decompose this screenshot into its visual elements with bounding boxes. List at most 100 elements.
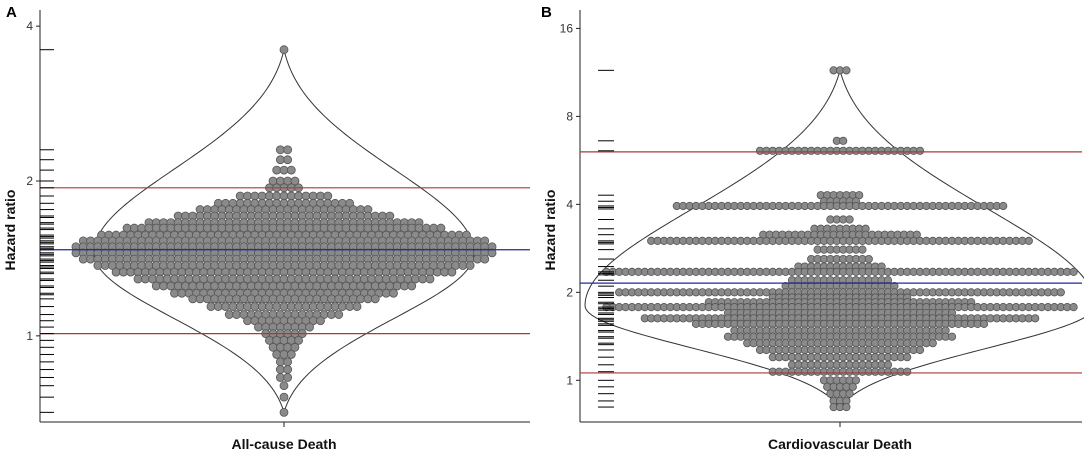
study-dot (188, 294, 198, 304)
study-dot (297, 294, 307, 304)
study-dot (261, 281, 271, 291)
panel-a-y-axis-title: Hazard ratio (2, 190, 18, 271)
study-dot (845, 215, 854, 224)
study-dot (842, 402, 851, 412)
study-dot (235, 302, 245, 311)
study-dot (166, 281, 176, 291)
study-dot (243, 316, 252, 326)
study-dot (283, 357, 293, 367)
study-dot (301, 302, 311, 311)
study-dot (224, 281, 234, 291)
study-dot (979, 319, 989, 328)
study-dot (1031, 314, 1040, 323)
study-dot (210, 281, 220, 291)
study-dot (341, 294, 351, 304)
study-dot (202, 281, 212, 291)
study-dot (235, 191, 245, 201)
study-dot (140, 274, 150, 284)
study-dot (279, 350, 289, 359)
study-dot (268, 342, 278, 352)
study-dot (334, 294, 344, 304)
study-dot (418, 274, 428, 284)
study-dot (327, 310, 336, 319)
study-dot (268, 294, 278, 304)
study-dot (86, 254, 95, 264)
study-dot (915, 146, 925, 155)
study-dot (78, 254, 88, 264)
study-dot (272, 302, 282, 311)
study-dot (119, 267, 128, 277)
study-dot (473, 254, 482, 264)
study-dot (487, 248, 497, 258)
study-dot (330, 302, 340, 311)
study-dot (250, 191, 260, 201)
study-dot (170, 288, 179, 298)
study-dot (111, 267, 121, 277)
study-dot (839, 136, 848, 145)
study-dot (283, 342, 293, 352)
study-dot (279, 302, 289, 311)
study-dot (947, 332, 957, 341)
study-dot (341, 281, 351, 291)
study-dot (294, 335, 304, 345)
study-dot (275, 365, 285, 374)
panel-b-x-axis-title: Cardiovascular Death (768, 436, 912, 451)
study-dot (151, 281, 161, 291)
study-dot (425, 274, 435, 284)
study-dot (159, 281, 168, 291)
study-dot (999, 201, 1008, 211)
study-dot (100, 261, 110, 270)
y-tick-label: 4 (566, 197, 573, 211)
y-tick-label: 2 (26, 174, 33, 188)
study-dot (316, 316, 325, 326)
study-dot (232, 294, 241, 304)
study-dot (848, 382, 857, 391)
study-dot (283, 145, 293, 155)
panel-a: A Hazard ratio All-cause Death 1 2 4 (2, 4, 530, 451)
study-dot (301, 191, 311, 201)
study-dot (275, 155, 285, 165)
study-dot (363, 294, 373, 304)
study-dot (210, 294, 220, 304)
study-dot (279, 45, 289, 55)
y-tick-label: 4 (26, 19, 33, 33)
study-dot (447, 267, 457, 277)
study-dot (286, 165, 296, 175)
study-dot (224, 294, 234, 304)
study-dot (327, 281, 336, 291)
study-dot (400, 281, 409, 291)
study-dot (254, 294, 263, 304)
study-dot (275, 357, 285, 367)
study-dot (181, 281, 190, 291)
study-dot (297, 281, 307, 291)
study-dot (283, 373, 293, 382)
study-dot (316, 191, 325, 201)
study-dot (188, 281, 198, 291)
study-dot (246, 294, 256, 304)
study-dot (268, 281, 278, 291)
study-dot (348, 294, 358, 304)
study-dot (903, 367, 912, 376)
study-dot (243, 302, 252, 311)
study-dot (327, 294, 336, 304)
study-dot (842, 66, 851, 75)
study-dot (864, 254, 873, 264)
study-dot (290, 342, 300, 352)
panel-b: B Hazard ratio Cardiovascular Death 1 2 4 8… (541, 4, 1084, 451)
study-dot (389, 288, 398, 298)
study-dot (903, 353, 912, 362)
panel-b-label: B (541, 4, 552, 21)
study-dot (305, 281, 314, 291)
study-dot (356, 281, 366, 291)
study-dot (275, 342, 285, 352)
study-dot (363, 281, 373, 291)
study-dot (283, 155, 293, 165)
study-dot (286, 191, 296, 201)
study-dot (345, 302, 355, 311)
study-dot (316, 302, 325, 311)
study-dot (264, 302, 274, 311)
y-tick-label: 2 (566, 285, 573, 299)
study-dot (195, 281, 205, 291)
study-dot (246, 281, 256, 291)
